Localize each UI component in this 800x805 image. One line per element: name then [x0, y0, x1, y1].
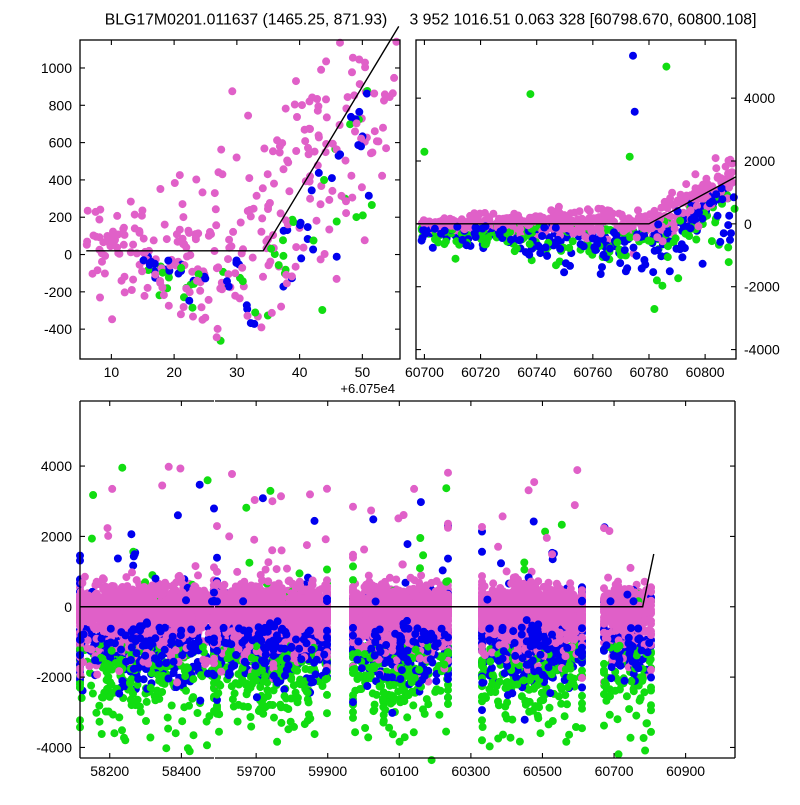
svg-text:50: 50: [355, 364, 371, 380]
svg-text:30: 30: [229, 364, 245, 380]
svg-text:60780: 60780: [630, 364, 669, 380]
svg-text:1000: 1000: [41, 60, 72, 76]
svg-text:0: 0: [64, 599, 72, 615]
svg-text:-2000: -2000: [36, 669, 72, 685]
svg-text:-200: -200: [44, 284, 72, 300]
svg-text:60100: 60100: [380, 763, 419, 779]
svg-text:60760: 60760: [573, 364, 612, 380]
svg-text:0: 0: [64, 247, 72, 263]
svg-text:-4000: -4000: [744, 342, 780, 358]
svg-text:60720: 60720: [461, 364, 500, 380]
svg-text:600: 600: [49, 135, 73, 151]
svg-text:60300: 60300: [451, 763, 490, 779]
svg-text:60700: 60700: [595, 763, 634, 779]
svg-text:59700: 59700: [237, 763, 276, 779]
svg-text:58200: 58200: [90, 763, 129, 779]
svg-text:60740: 60740: [517, 364, 556, 380]
svg-text:60900: 60900: [666, 763, 705, 779]
svg-text:-2000: -2000: [744, 279, 780, 295]
svg-text:0: 0: [744, 216, 752, 232]
svg-text:40: 40: [292, 364, 308, 380]
svg-text:400: 400: [49, 172, 73, 188]
svg-text:-4000: -4000: [36, 739, 72, 755]
svg-text:2000: 2000: [41, 528, 72, 544]
svg-text:20: 20: [166, 364, 182, 380]
svg-text:60700: 60700: [405, 364, 444, 380]
svg-text:3 952 1016.51 0.063 328 [60798: 3 952 1016.51 0.063 328 [60798.670, 6080…: [410, 12, 757, 29]
svg-text:800: 800: [49, 97, 73, 113]
svg-text:-400: -400: [44, 321, 72, 337]
svg-text:60800: 60800: [686, 364, 725, 380]
svg-text:59900: 59900: [308, 763, 347, 779]
svg-text:4000: 4000: [41, 458, 72, 474]
svg-text:4000: 4000: [744, 90, 775, 106]
svg-text:2000: 2000: [744, 153, 775, 169]
svg-text:BLG17M0201.011637 (1465.25, 87: BLG17M0201.011637 (1465.25, 871.93): [105, 12, 388, 29]
svg-text:200: 200: [49, 209, 73, 225]
svg-text:+6.075e4: +6.075e4: [340, 381, 395, 396]
svg-text:60500: 60500: [523, 763, 562, 779]
svg-text:58400: 58400: [162, 763, 201, 779]
svg-text:10: 10: [104, 364, 120, 380]
